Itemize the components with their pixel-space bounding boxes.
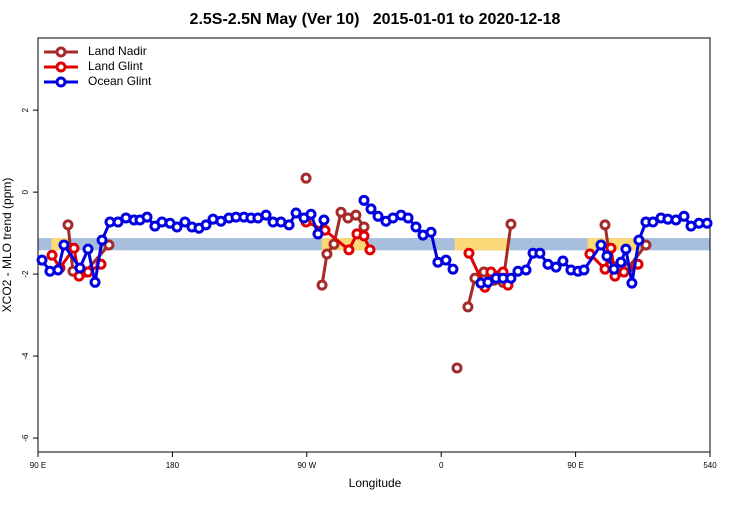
data-point bbox=[482, 276, 494, 288]
data-point bbox=[701, 217, 713, 229]
data-point bbox=[550, 261, 562, 273]
data-point bbox=[633, 234, 645, 246]
y-tick-label: 0 bbox=[21, 189, 30, 194]
reference-band bbox=[38, 238, 710, 251]
data-point bbox=[96, 234, 108, 246]
data-point bbox=[52, 264, 64, 276]
plot-frame bbox=[37, 37, 711, 453]
data-point bbox=[82, 243, 94, 255]
data-point bbox=[68, 242, 80, 254]
y-tick-label: -2 bbox=[21, 270, 30, 278]
data-point bbox=[350, 209, 362, 221]
data-point bbox=[46, 249, 58, 261]
y-tick-label: -4 bbox=[21, 352, 30, 360]
legend-marker bbox=[55, 61, 67, 73]
data-point bbox=[36, 254, 48, 266]
data-point bbox=[520, 264, 532, 276]
data-point bbox=[640, 239, 652, 251]
legend-item: Land Nadir bbox=[44, 44, 147, 58]
data-point bbox=[312, 228, 324, 240]
data-point bbox=[678, 210, 690, 222]
data-point bbox=[599, 263, 611, 275]
data-point bbox=[595, 239, 607, 251]
data-point bbox=[200, 219, 212, 231]
data-point bbox=[171, 221, 183, 233]
data-point bbox=[358, 230, 370, 242]
data-point bbox=[179, 216, 191, 228]
data-point bbox=[599, 219, 611, 231]
x-axis-label: Longitude bbox=[349, 476, 402, 490]
data-point bbox=[260, 209, 272, 221]
data-point bbox=[364, 244, 376, 256]
x-tick-label: 180 bbox=[166, 461, 180, 470]
data-point bbox=[321, 248, 333, 260]
legend-marker bbox=[55, 46, 67, 58]
data-point bbox=[440, 254, 452, 266]
legend-label: Ocean Glint bbox=[88, 74, 152, 88]
data-point bbox=[557, 255, 569, 267]
chart-title: 2.5S-2.5N May (Ver 10) 2015-01-01 to 202… bbox=[190, 11, 561, 28]
data-point bbox=[447, 263, 459, 275]
highlight-range bbox=[454, 238, 510, 251]
x-tick-label: 90 W bbox=[297, 461, 316, 470]
data-point bbox=[463, 247, 475, 259]
data-point bbox=[372, 210, 384, 222]
x-tick-label: 540 bbox=[703, 461, 717, 470]
legend-marker bbox=[55, 76, 67, 88]
data-point bbox=[647, 216, 659, 228]
data-point bbox=[103, 239, 115, 251]
data-point bbox=[62, 219, 74, 231]
data-point bbox=[141, 211, 153, 223]
data-point bbox=[608, 263, 620, 275]
data-point bbox=[410, 221, 422, 233]
x-tick-label: 0 bbox=[439, 461, 444, 470]
data-point bbox=[335, 206, 347, 218]
data-point bbox=[462, 301, 474, 313]
data-point bbox=[358, 221, 370, 233]
data-point bbox=[358, 194, 370, 206]
x-tick-label: 90 E bbox=[567, 461, 583, 470]
data-point bbox=[365, 203, 377, 215]
legend-label: Land Glint bbox=[88, 59, 143, 73]
data-point bbox=[112, 216, 124, 228]
data-point bbox=[534, 247, 546, 259]
data-point bbox=[601, 250, 613, 262]
data-point bbox=[615, 256, 627, 268]
data-point bbox=[605, 242, 617, 254]
data-point bbox=[505, 218, 517, 230]
legend-item: Ocean Glint bbox=[44, 74, 152, 88]
data-point bbox=[626, 277, 638, 289]
data-point bbox=[290, 207, 302, 219]
data-point bbox=[89, 276, 101, 288]
data-point bbox=[618, 266, 630, 278]
data-point bbox=[58, 239, 70, 251]
data-point bbox=[305, 208, 317, 220]
data-point bbox=[578, 264, 590, 276]
legend-item: Land Glint bbox=[44, 59, 143, 73]
legend-label: Land Nadir bbox=[88, 44, 147, 58]
data-point bbox=[402, 212, 414, 224]
data-point bbox=[300, 172, 312, 184]
data-point bbox=[316, 279, 328, 291]
x-tick-label: 90 E bbox=[30, 461, 46, 470]
data-point bbox=[425, 226, 437, 238]
y-axis-label: XCO2 - MLO trend (ppm) bbox=[0, 178, 14, 313]
data-point bbox=[328, 238, 340, 250]
data-point bbox=[74, 262, 86, 274]
data-point bbox=[283, 219, 295, 231]
data-point bbox=[505, 272, 517, 284]
data-point bbox=[343, 244, 355, 256]
y-tick-label: -6 bbox=[21, 434, 30, 442]
y-tick-label: 2 bbox=[21, 107, 30, 112]
data-point bbox=[318, 214, 330, 226]
data-point bbox=[620, 243, 632, 255]
data-point bbox=[451, 362, 463, 374]
